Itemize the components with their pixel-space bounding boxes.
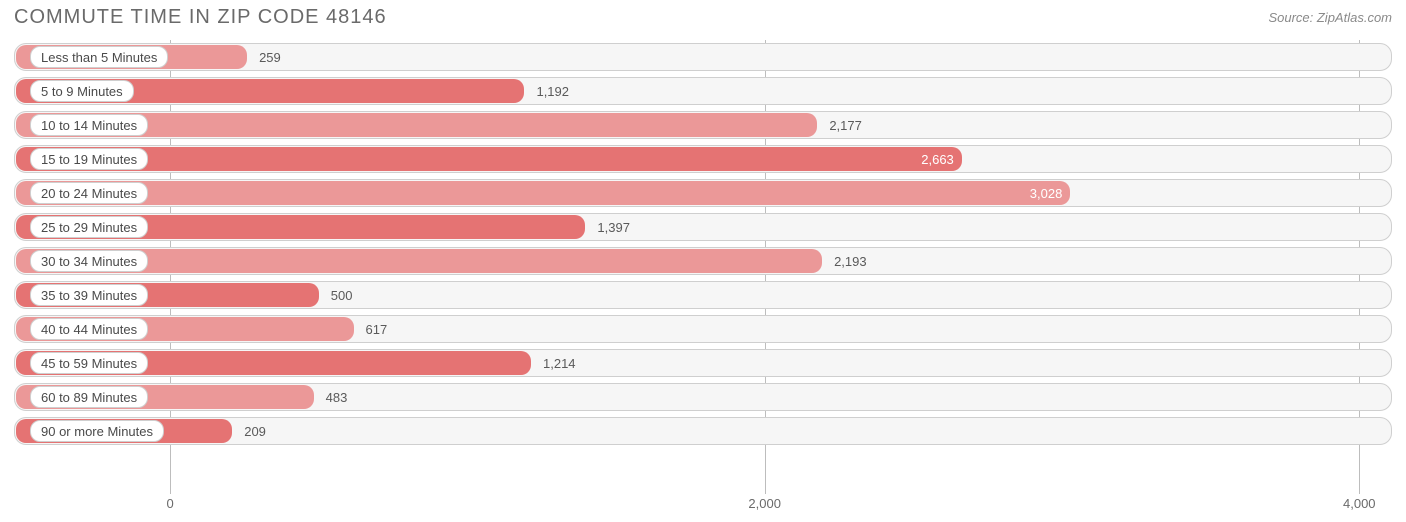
x-axis-label: 0: [166, 496, 173, 511]
bar-row: 20 to 24 Minutes 3,028: [14, 176, 1392, 210]
category-pill: Less than 5 Minutes: [30, 46, 168, 68]
chart-title: COMMUTE TIME IN ZIP CODE 48146: [14, 6, 387, 29]
category-label: 5 to 9 Minutes: [41, 84, 123, 99]
category-pill: 5 to 9 Minutes: [30, 80, 134, 102]
value-label: 1,214: [543, 346, 576, 380]
bar-row: 35 to 39 Minutes 500: [14, 278, 1392, 312]
value-label: 3,028: [1030, 176, 1063, 210]
x-axis-label: 2,000: [748, 496, 781, 511]
category-label: 45 to 59 Minutes: [41, 356, 137, 371]
bar-row: 40 to 44 Minutes 617: [14, 312, 1392, 346]
value-label: 1,192: [536, 74, 569, 108]
category-pill: 20 to 24 Minutes: [30, 182, 148, 204]
value-label: 2,177: [829, 108, 862, 142]
bar-row: 90 or more Minutes 209: [14, 414, 1392, 448]
category-label: 20 to 24 Minutes: [41, 186, 137, 201]
category-label: 15 to 19 Minutes: [41, 152, 137, 167]
bar-row: 10 to 14 Minutes 2,177: [14, 108, 1392, 142]
category-pill: 25 to 29 Minutes: [30, 216, 148, 238]
bar-row: 5 to 9 Minutes 1,192: [14, 74, 1392, 108]
category-pill: 10 to 14 Minutes: [30, 114, 148, 136]
category-label: 10 to 14 Minutes: [41, 118, 137, 133]
category-label: 35 to 39 Minutes: [41, 288, 137, 303]
bar-row: 15 to 19 Minutes 2,663: [14, 142, 1392, 176]
bar-fill: [16, 181, 1070, 205]
bar-row: 45 to 59 Minutes 1,214: [14, 346, 1392, 380]
category-pill: 40 to 44 Minutes: [30, 318, 148, 340]
chart-source: Source: ZipAtlas.com: [1268, 10, 1392, 25]
bar-row: 30 to 34 Minutes 2,193: [14, 244, 1392, 278]
category-pill: 30 to 34 Minutes: [30, 250, 148, 272]
value-label: 500: [331, 278, 353, 312]
value-label: 483: [326, 380, 348, 414]
category-pill: 60 to 89 Minutes: [30, 386, 148, 408]
bar-row: 25 to 29 Minutes 1,397: [14, 210, 1392, 244]
category-label: 30 to 34 Minutes: [41, 254, 137, 269]
category-label: Less than 5 Minutes: [41, 50, 157, 65]
chart-area: Less than 5 Minutes 259 5 to 9 Minutes 1,19…: [14, 40, 1392, 494]
value-label: 617: [366, 312, 388, 346]
bar-row: Less than 5 Minutes 259: [14, 40, 1392, 74]
category-label: 60 to 89 Minutes: [41, 390, 137, 405]
category-pill: 35 to 39 Minutes: [30, 284, 148, 306]
value-label: 209: [244, 414, 266, 448]
category-label: 90 or more Minutes: [41, 424, 153, 439]
category-pill: 45 to 59 Minutes: [30, 352, 148, 374]
category-pill: 15 to 19 Minutes: [30, 148, 148, 170]
value-label: 259: [259, 40, 281, 74]
category-label: 40 to 44 Minutes: [41, 322, 137, 337]
x-axis-label: 4,000: [1343, 496, 1376, 511]
value-label: 2,193: [834, 244, 867, 278]
category-label: 25 to 29 Minutes: [41, 220, 137, 235]
value-label: 1,397: [597, 210, 630, 244]
category-pill: 90 or more Minutes: [30, 420, 164, 442]
bar-fill: [16, 147, 962, 171]
x-axis: 0 2,000 4,000: [14, 496, 1392, 516]
bar-row: 60 to 89 Minutes 483: [14, 380, 1392, 414]
value-label: 2,663: [921, 142, 954, 176]
